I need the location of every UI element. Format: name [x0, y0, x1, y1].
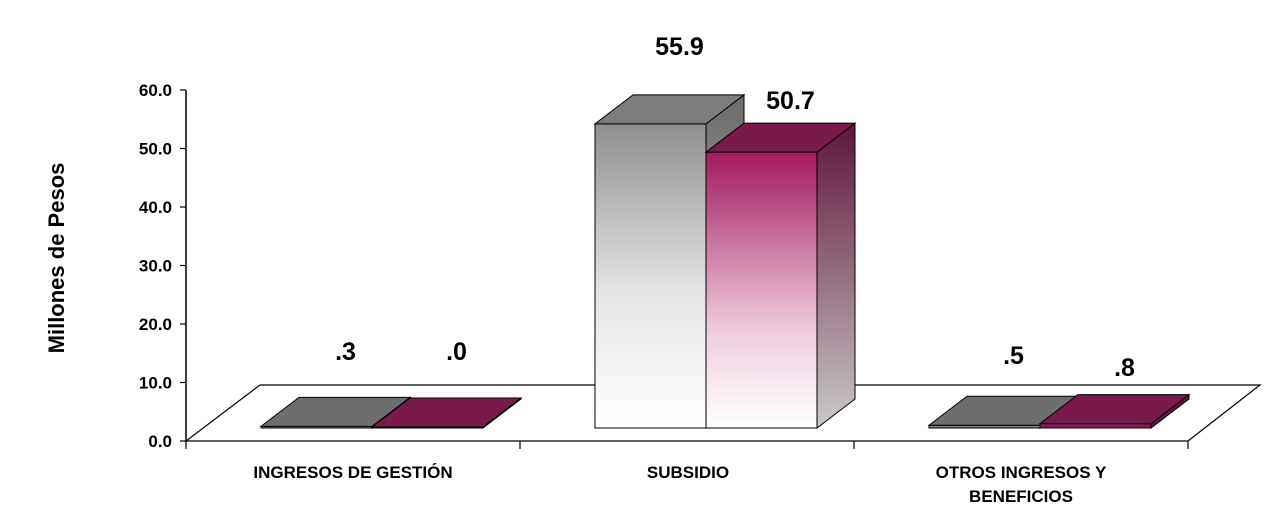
bars	[259, 93, 1191, 430]
bar-series-2-cat-2	[704, 122, 857, 430]
value-label: .0	[446, 338, 467, 366]
value-label: .3	[335, 338, 356, 366]
y-ticks: 0.0 10.0 20.0 30.0 40.0 50.0 60.0	[139, 81, 186, 451]
bar-top	[1038, 394, 1191, 425]
y-tick-label: 60.0	[139, 81, 172, 100]
y-tick-label: 30.0	[139, 257, 172, 276]
value-label: 55.9	[655, 33, 704, 61]
category-label: OTROS INGRESOS Y	[936, 463, 1107, 482]
bar-top	[593, 94, 746, 125]
bar-top	[704, 122, 857, 153]
bar-top	[259, 396, 412, 427]
bar-front	[1039, 423, 1152, 429]
bar-top	[370, 397, 523, 428]
bar-side	[816, 122, 856, 430]
category-ticks	[185, 441, 1189, 449]
category-label: SUBSIDIO	[647, 463, 729, 482]
bar-front	[705, 151, 818, 429]
bar-front	[594, 123, 707, 429]
category-label: BENEFICIOS	[969, 487, 1073, 506]
value-labels: .3 .0 55.9 50.7 .5 .8	[335, 33, 1135, 382]
bar-series-2-cat-1	[370, 396, 523, 430]
value-label: .5	[1003, 342, 1024, 370]
y-tick-label: 0.0	[148, 432, 172, 451]
value-label: 50.7	[766, 87, 815, 115]
bar-series-2-cat-3	[1038, 393, 1191, 430]
y-tick-label: 40.0	[139, 198, 172, 217]
category-labels: INGRESOS DE GESTIÓN SUBSIDIO OTROS INGRESO…	[253, 463, 1107, 506]
y-tick-label: 10.0	[139, 374, 172, 393]
y-tick-label: 20.0	[139, 315, 172, 334]
y-tick-label: 50.0	[139, 140, 172, 159]
value-label: .8	[1114, 354, 1135, 382]
category-label: INGRESOS DE GESTIÓN	[253, 463, 452, 482]
y-axis-label: Millones de Pesos	[44, 163, 69, 354]
